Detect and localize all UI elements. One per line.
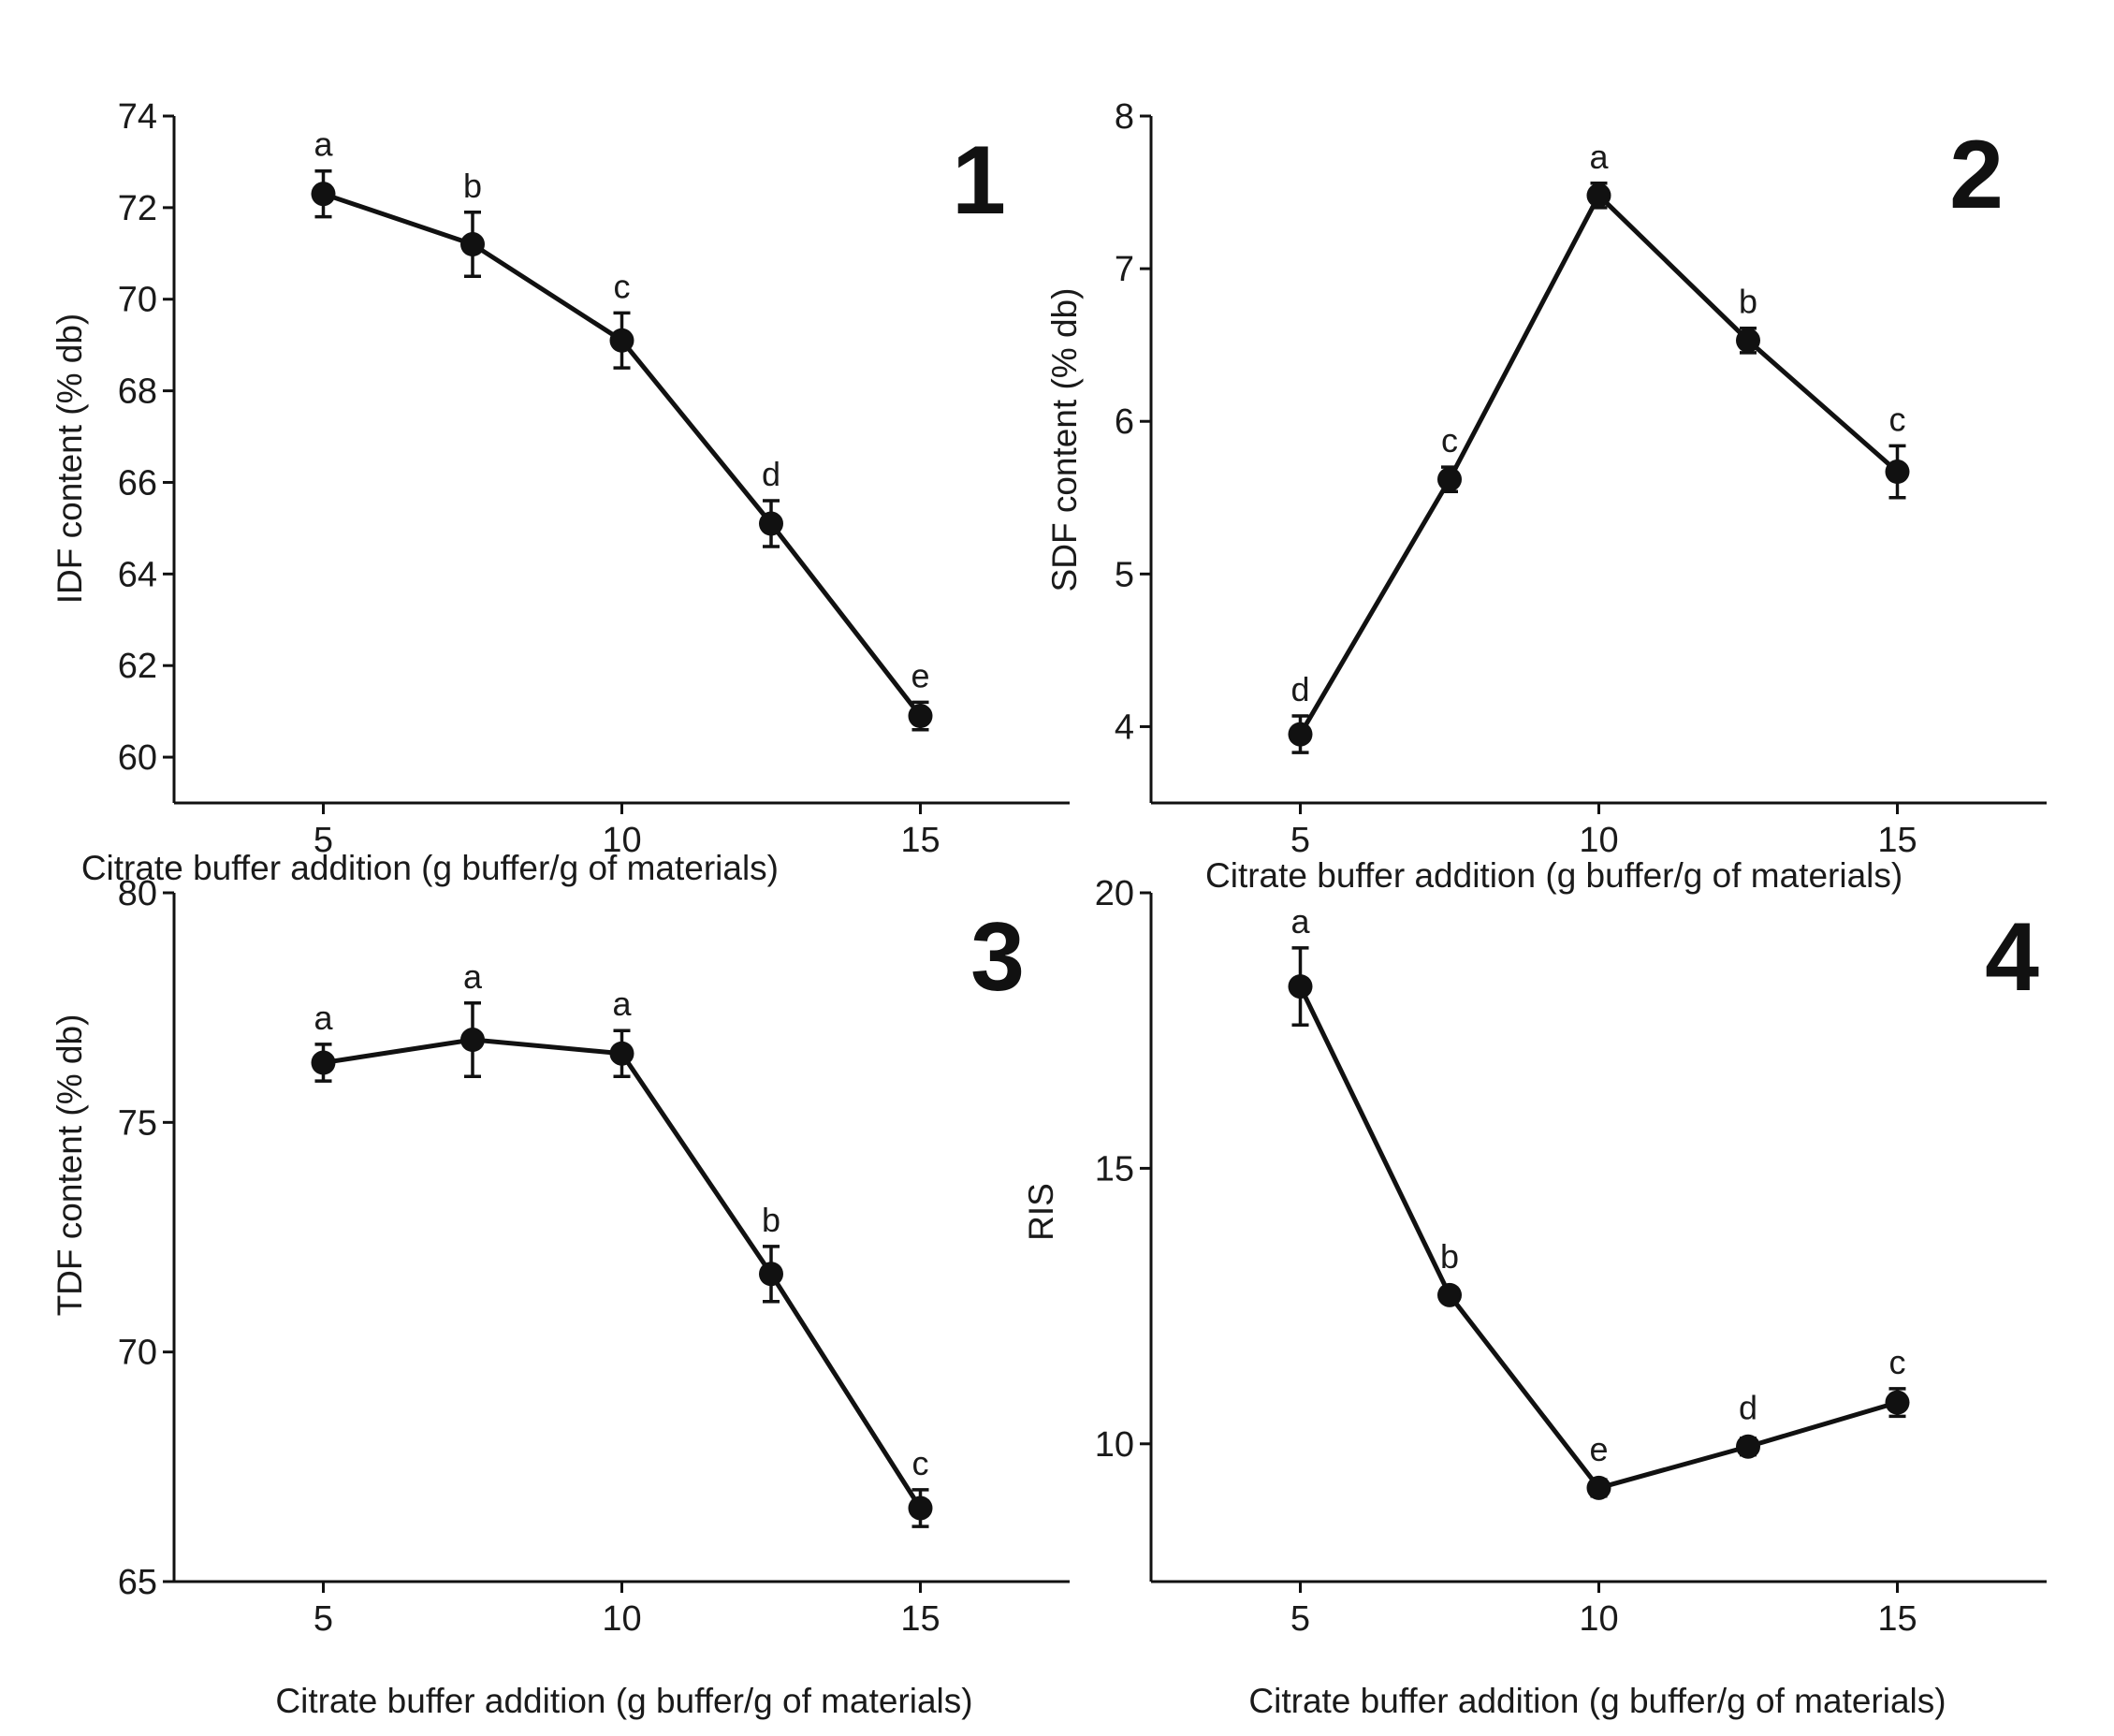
panel-2-data-point xyxy=(1288,722,1313,747)
panel-3-significance-letter: a xyxy=(463,957,483,996)
panel-1-y-tick-label: 74 xyxy=(118,97,157,137)
panel-2-y-tick-label: 4 xyxy=(1115,708,1134,747)
panel-4-data-point xyxy=(1586,1475,1611,1500)
panel-2-significance-letter: d xyxy=(1290,670,1309,708)
panel-4-x-axis-title: Citrate buffer addition (g buffer/g of m… xyxy=(1248,1682,1946,1720)
panel-2-y-axis-title: SDF content (% db) xyxy=(1045,288,1084,592)
panel-1-x-axis-title: Citrate buffer addition (g buffer/g of m… xyxy=(81,849,779,887)
panel-1: 1 Citrate buffer addition (g buffer/g of… xyxy=(51,97,1070,887)
panel-1-y-tick-label: 72 xyxy=(118,189,157,228)
panel-4: 4 Citrate buffer addition (g buffer/g of… xyxy=(1022,874,2047,1720)
panel-3-x-tick-label: 5 xyxy=(313,1599,333,1639)
panel-1-data-point xyxy=(908,704,933,729)
panel-4-data-point xyxy=(1437,1282,1462,1307)
panel-1-significance-letter: c xyxy=(614,267,631,305)
panel-2-data-point xyxy=(1586,182,1611,208)
panel-2-x-tick-label: 10 xyxy=(1579,821,1618,860)
panel-3-significance-letter: a xyxy=(313,999,333,1037)
panel-1-data-point xyxy=(311,182,336,207)
panel-2: 2 Citrate buffer addition (g buffer/g of… xyxy=(1045,97,2047,895)
panel-2-y-tick-label: 7 xyxy=(1115,250,1134,289)
panel-1-y-tick-label: 64 xyxy=(118,555,157,594)
panel-1-x-tick-label: 15 xyxy=(900,821,940,860)
panel-4-y-tick-label: 20 xyxy=(1095,874,1134,913)
panel-4-significance-letter: b xyxy=(1440,1237,1459,1276)
panel-4-significance-letter: c xyxy=(1889,1343,1906,1381)
panel-3: 3 Citrate buffer addition (g buffer/g of… xyxy=(51,874,1070,1720)
panel-3-y-tick-label: 80 xyxy=(118,874,157,913)
panel-1-number: 1 xyxy=(952,126,1006,235)
panel-2-significance-letter: c xyxy=(1889,400,1906,438)
panel-4-significance-letter: d xyxy=(1739,1389,1757,1427)
panel-4-significance-letter: a xyxy=(1290,902,1310,941)
panel-3-y-tick-label: 65 xyxy=(118,1563,157,1602)
panel-1-significance-letter: b xyxy=(463,167,482,205)
panel-1-y-tick-label: 68 xyxy=(118,372,157,412)
panel-4-y-tick-label: 10 xyxy=(1095,1425,1134,1465)
panel-4-data-point xyxy=(1736,1434,1760,1459)
panel-2-data-point xyxy=(1736,328,1760,353)
panel-2-data-point xyxy=(1885,460,1910,485)
panel-3-data-point xyxy=(759,1262,783,1287)
panel-3-significance-letter: c xyxy=(912,1444,929,1482)
panel-3-x-axis-title: Citrate buffer addition (g buffer/g of m… xyxy=(275,1682,972,1720)
panel-3-data-point xyxy=(460,1028,485,1053)
panel-3-y-tick-label: 75 xyxy=(118,1103,157,1143)
panel-1-x-tick-label: 5 xyxy=(313,821,333,860)
panel-1-significance-letter: d xyxy=(762,455,780,493)
panel-3-number: 3 xyxy=(970,903,1025,1012)
panel-1-y-tick-label: 60 xyxy=(118,738,157,778)
panel-1-data-point xyxy=(759,511,783,536)
panel-4-x-tick-label: 15 xyxy=(1877,1599,1917,1639)
panel-2-y-tick-label: 6 xyxy=(1115,402,1134,442)
panel-4-x-tick-label: 5 xyxy=(1290,1599,1310,1639)
panel-1-y-axis-title: IDF content (% db) xyxy=(51,314,89,605)
panel-3-y-axis-title: TDF content (% db) xyxy=(51,1014,89,1317)
panel-2-significance-letter: b xyxy=(1739,283,1757,321)
panel-2-x-axis-title: Citrate buffer addition (g buffer/g of m… xyxy=(1205,856,1903,895)
panel-3-y-tick-label: 70 xyxy=(118,1334,157,1373)
panel-1-y-tick-label: 62 xyxy=(118,647,157,686)
panel-2-x-tick-label: 5 xyxy=(1290,821,1310,860)
panel-2-significance-letter: a xyxy=(1589,138,1609,176)
panel-2-number: 2 xyxy=(1949,121,2004,229)
panel-4-x-tick-label: 10 xyxy=(1579,1599,1618,1639)
panel-1-y-tick-label: 70 xyxy=(118,281,157,320)
panel-1-significance-letter: a xyxy=(313,125,333,164)
panel-4-significance-letter: e xyxy=(1589,1430,1608,1468)
panel-4-data-point xyxy=(1288,974,1313,999)
panel-4-y-axis-title: RIS xyxy=(1022,1183,1060,1241)
panel-3-data-point xyxy=(311,1050,336,1075)
panel-3-x-tick-label: 15 xyxy=(900,1599,940,1639)
panel-3-data-point xyxy=(609,1041,634,1066)
panel-3-significance-letter: b xyxy=(762,1201,780,1239)
panel-2-y-tick-label: 8 xyxy=(1115,97,1134,137)
panel-1-y-tick-label: 66 xyxy=(118,463,157,503)
panel-2-significance-letter: c xyxy=(1441,421,1458,460)
panel-4-y-tick-label: 15 xyxy=(1095,1149,1134,1189)
panel-3-data-point xyxy=(908,1495,933,1521)
panel-4-data-point xyxy=(1885,1390,1910,1415)
panel-1-data-point xyxy=(460,232,485,257)
panel-2-y-tick-label: 5 xyxy=(1115,555,1134,594)
panel-3-x-tick-label: 10 xyxy=(602,1599,641,1639)
panel-3-significance-letter: a xyxy=(612,985,632,1023)
panel-2-data-point xyxy=(1437,467,1462,492)
panel-1-significance-letter: e xyxy=(911,656,929,694)
panel-1-x-tick-label: 10 xyxy=(602,821,641,860)
panel-1-data-point xyxy=(609,328,634,353)
panel-2-x-tick-label: 15 xyxy=(1877,821,1917,860)
panel-4-number: 4 xyxy=(1985,903,2039,1012)
